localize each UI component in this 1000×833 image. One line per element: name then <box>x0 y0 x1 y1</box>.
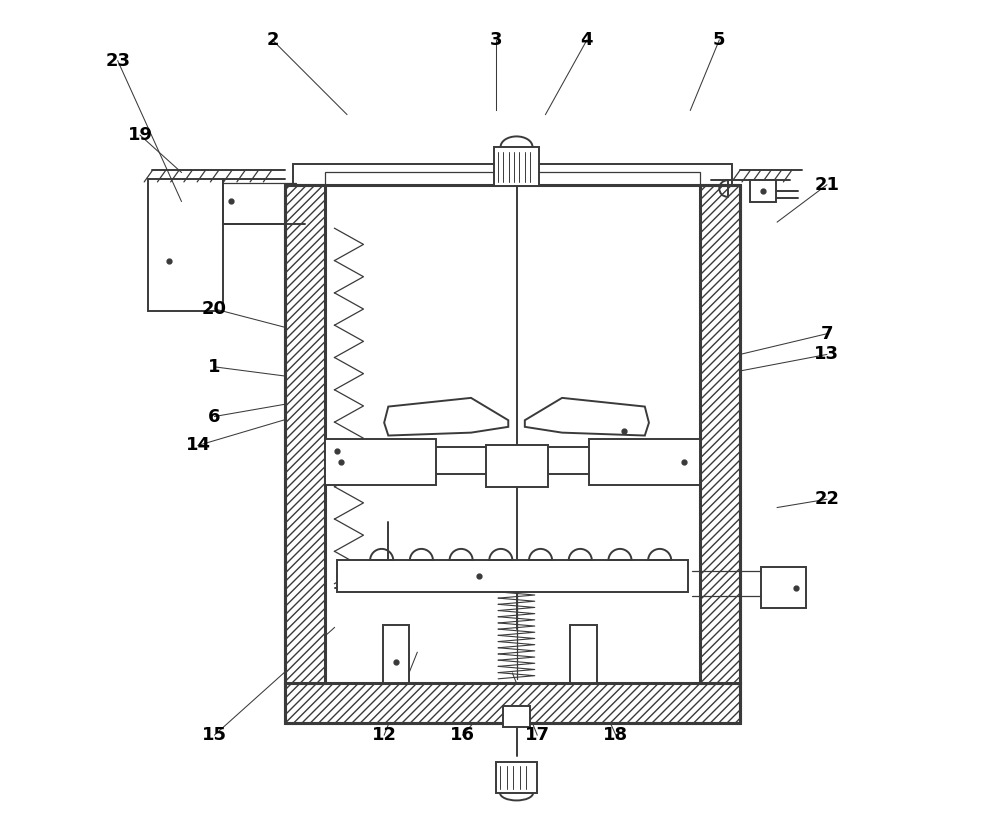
Bar <box>325 172 700 185</box>
Text: 23: 23 <box>105 52 130 70</box>
Text: 6: 6 <box>208 407 221 426</box>
Bar <box>494 147 539 187</box>
Text: 2: 2 <box>266 31 279 49</box>
Bar <box>383 625 409 683</box>
Text: 18: 18 <box>603 726 628 744</box>
Bar <box>750 180 776 202</box>
Text: 7: 7 <box>821 325 833 342</box>
Text: 13: 13 <box>814 346 839 363</box>
Text: 21: 21 <box>814 176 839 194</box>
Bar <box>337 561 688 592</box>
Bar <box>486 446 548 486</box>
Text: 5: 5 <box>713 31 726 49</box>
Text: 15: 15 <box>202 726 227 744</box>
Bar <box>293 164 732 185</box>
Text: 19: 19 <box>128 126 153 144</box>
Bar <box>496 761 537 793</box>
Text: 14: 14 <box>185 436 210 455</box>
Text: 22: 22 <box>814 491 839 508</box>
Bar <box>570 625 597 683</box>
Bar <box>325 439 436 485</box>
Bar <box>589 439 700 485</box>
Bar <box>285 683 740 723</box>
Bar <box>761 567 806 608</box>
Text: 17: 17 <box>525 726 550 744</box>
Bar <box>503 706 530 726</box>
Text: 16: 16 <box>450 726 475 744</box>
Text: 4: 4 <box>581 31 593 49</box>
Bar <box>148 178 223 311</box>
Bar <box>700 185 740 683</box>
Text: 3: 3 <box>490 31 502 49</box>
Text: 20: 20 <box>202 300 227 318</box>
Bar <box>285 185 325 683</box>
Text: 1: 1 <box>208 358 221 376</box>
Text: 12: 12 <box>372 726 397 744</box>
